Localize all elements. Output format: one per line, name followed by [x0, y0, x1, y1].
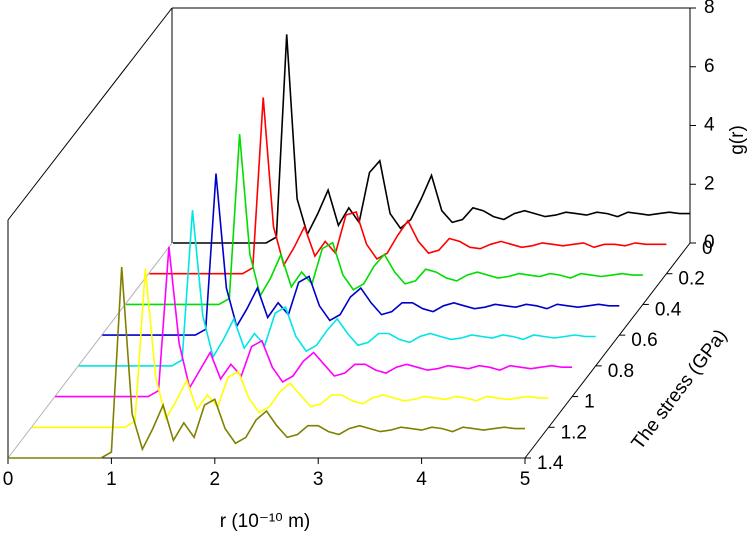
z-tick-label: 0 — [702, 238, 713, 259]
x-tick-label: 1 — [106, 469, 117, 490]
z-tick-label: 1.2 — [561, 422, 587, 443]
z-tick-label: 1.4 — [537, 453, 564, 474]
y-tick-label: 0 — [704, 232, 715, 253]
z-tick-label: 1 — [584, 392, 595, 413]
z-tick-label: 0.6 — [631, 330, 657, 351]
x-tick-label: 4 — [416, 469, 427, 490]
x-axis-label: r (10⁻¹⁰ m) — [220, 511, 310, 532]
g-r-curve — [8, 267, 525, 459]
y-tick-label: 6 — [704, 56, 715, 77]
box-frame — [7, 7, 691, 459]
y-tick-label: 2 — [704, 173, 715, 194]
z-axis — [524, 242, 691, 459]
g-r-curve — [149, 97, 667, 275]
z-tick-label: 0.4 — [655, 299, 682, 320]
g-r-curve — [102, 173, 620, 336]
z-tick-label: 0.2 — [678, 269, 704, 290]
g-r-curve — [31, 268, 549, 429]
x-tick-label: 0 — [3, 469, 14, 490]
g-r-curve — [125, 134, 643, 306]
frame-line — [7, 242, 173, 459]
x-tick-label: 3 — [313, 469, 324, 490]
x-tick-label: 5 — [520, 469, 531, 490]
g-r-curve — [78, 210, 596, 367]
frame-line — [7, 7, 173, 221]
g-r-curve — [55, 246, 573, 398]
y-tick-label: 8 — [704, 0, 715, 18]
y-tick-label: 4 — [704, 115, 715, 136]
g-r-curve — [173, 34, 690, 244]
z-tick-label: 0.8 — [608, 361, 634, 382]
y-axis-label: g(r) — [727, 125, 748, 155]
x-tick-label: 2 — [210, 469, 221, 490]
